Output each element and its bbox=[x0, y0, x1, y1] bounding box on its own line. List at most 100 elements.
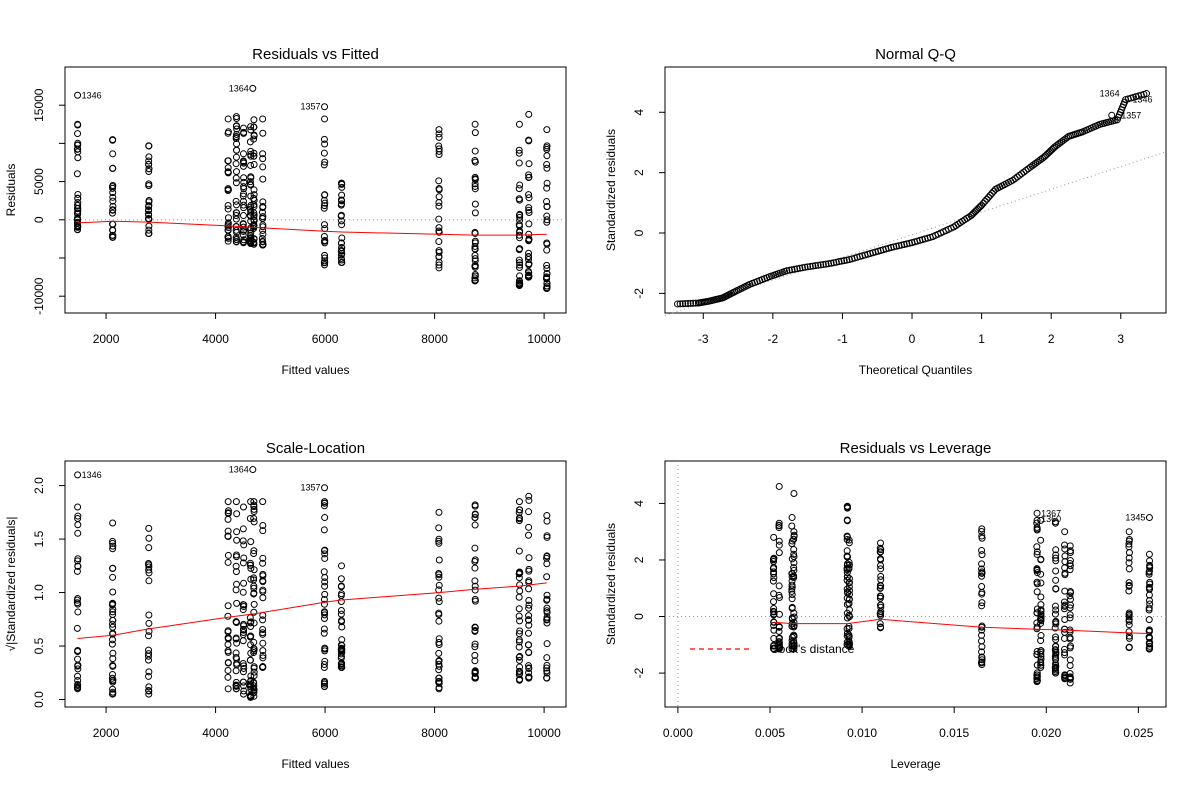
data-point bbox=[74, 199, 82, 207]
data-point bbox=[1033, 675, 1041, 683]
data-point bbox=[1052, 567, 1060, 575]
data-point bbox=[845, 600, 853, 608]
data-point bbox=[73, 170, 81, 178]
data-point bbox=[1125, 634, 1133, 642]
data-point bbox=[250, 645, 258, 653]
data-point bbox=[471, 643, 479, 651]
data-point bbox=[240, 541, 248, 549]
data-point bbox=[845, 595, 853, 603]
x-tick-label: 0.000 bbox=[663, 726, 693, 740]
data-point bbox=[775, 594, 783, 602]
data-point bbox=[1066, 592, 1074, 600]
data-point bbox=[1051, 669, 1059, 677]
data-point bbox=[338, 234, 346, 242]
data-point bbox=[785, 266, 793, 274]
data-point bbox=[435, 640, 443, 648]
data-point bbox=[337, 591, 345, 599]
data-point bbox=[246, 559, 254, 567]
data-point bbox=[877, 582, 885, 590]
data-point bbox=[516, 652, 524, 660]
data-point bbox=[109, 573, 117, 581]
data-point bbox=[435, 535, 443, 543]
data-point bbox=[239, 588, 247, 596]
data-point bbox=[259, 129, 267, 137]
data-point bbox=[145, 222, 153, 230]
x-tick-label: 0.020 bbox=[1031, 726, 1061, 740]
data-point bbox=[246, 180, 254, 188]
data-point bbox=[232, 553, 240, 561]
y-tick-label: 1.5 bbox=[32, 530, 46, 547]
data-point bbox=[259, 559, 267, 567]
x-tick-label: -3 bbox=[698, 332, 709, 346]
data-point bbox=[524, 616, 532, 624]
data-point bbox=[876, 620, 884, 628]
data-point bbox=[232, 226, 240, 234]
data-point bbox=[845, 539, 853, 547]
data-point bbox=[978, 560, 986, 568]
data-point bbox=[320, 221, 328, 229]
data-point bbox=[543, 560, 551, 568]
data-point bbox=[525, 669, 533, 677]
data-point bbox=[109, 630, 117, 638]
data-point bbox=[250, 203, 258, 211]
data-point bbox=[321, 254, 329, 262]
data-point bbox=[1018, 170, 1026, 178]
data-point bbox=[232, 212, 240, 220]
data-point bbox=[1146, 638, 1154, 646]
smoother-line bbox=[77, 220, 547, 236]
data-point bbox=[471, 544, 479, 552]
data-point bbox=[232, 634, 240, 642]
data-point bbox=[145, 226, 153, 234]
data-point bbox=[435, 581, 443, 589]
data-point bbox=[145, 161, 153, 169]
data-point bbox=[790, 550, 798, 558]
data-point bbox=[1066, 557, 1074, 565]
data-point bbox=[1037, 650, 1045, 658]
data-point bbox=[843, 532, 851, 540]
data-point bbox=[1146, 561, 1154, 569]
data-point bbox=[145, 632, 153, 640]
data-point bbox=[877, 572, 885, 580]
data-point bbox=[516, 196, 524, 204]
data-point bbox=[145, 619, 153, 627]
data-point bbox=[775, 537, 783, 545]
data-point bbox=[515, 515, 523, 523]
data-point bbox=[876, 544, 884, 552]
data-point bbox=[109, 519, 117, 527]
data-point bbox=[516, 581, 524, 589]
y-axis-label: Standardized residuals bbox=[604, 129, 618, 251]
data-point bbox=[525, 173, 533, 181]
data-point bbox=[515, 656, 523, 664]
data-point bbox=[232, 122, 240, 130]
data-point bbox=[1051, 624, 1059, 632]
data-point bbox=[524, 531, 532, 539]
data-point bbox=[320, 502, 328, 510]
data-point bbox=[1033, 569, 1041, 577]
data-point bbox=[232, 562, 240, 570]
data-point bbox=[835, 258, 843, 266]
data-point bbox=[239, 503, 247, 511]
data-point bbox=[109, 685, 117, 693]
y-tick-label: 2 bbox=[632, 556, 646, 563]
data-point bbox=[770, 598, 778, 606]
data-point bbox=[240, 687, 248, 695]
data-point bbox=[900, 240, 908, 248]
data-point bbox=[804, 263, 812, 271]
x-tick-label: 0 bbox=[909, 332, 916, 346]
data-point bbox=[435, 569, 443, 577]
data-point bbox=[843, 569, 851, 577]
data-point bbox=[239, 690, 247, 698]
data-point bbox=[145, 524, 153, 532]
data-point bbox=[232, 682, 240, 690]
data-point bbox=[543, 664, 551, 672]
data-point bbox=[543, 152, 551, 160]
data-point bbox=[1061, 571, 1069, 579]
data-point bbox=[471, 623, 479, 631]
data-point bbox=[525, 565, 533, 573]
data-point bbox=[224, 515, 232, 523]
data-point bbox=[145, 157, 153, 165]
data-point bbox=[843, 502, 851, 510]
data-point bbox=[790, 618, 798, 626]
plot-panel-1: Residuals vs Fitted Fitted values Residual… bbox=[4, 46, 567, 377]
data-point bbox=[250, 547, 258, 555]
